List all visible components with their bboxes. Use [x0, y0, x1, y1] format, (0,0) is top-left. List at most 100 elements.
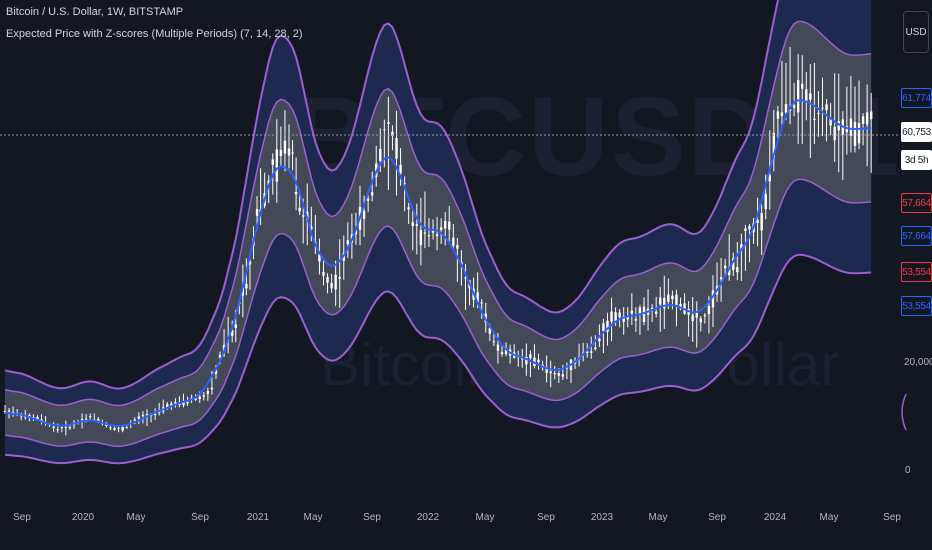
candle-body [557, 373, 560, 376]
candle-body [764, 193, 767, 210]
candle-body [326, 277, 329, 283]
candle-body [594, 347, 597, 350]
candle-body [448, 221, 451, 230]
candle-body [452, 237, 455, 246]
candle-body [56, 429, 59, 431]
candle-body [383, 129, 386, 131]
candle-body [366, 198, 370, 201]
candle-body [857, 123, 861, 144]
candle-body [776, 111, 780, 119]
candle-body [109, 427, 112, 429]
candle-body [675, 294, 678, 306]
candle-body [330, 283, 333, 289]
time-label: 2023 [590, 512, 614, 523]
candle-body [772, 132, 776, 158]
candle-body [84, 418, 88, 420]
candle-body [298, 207, 301, 212]
candle-body [496, 344, 500, 351]
candle-body [768, 175, 771, 182]
candle-body [121, 427, 124, 431]
candle-body [837, 121, 840, 131]
candle-body [549, 371, 552, 374]
candle-body [642, 306, 646, 323]
expected-price-line [4, 99, 872, 427]
candle-body [707, 306, 711, 315]
candle-body [654, 311, 658, 314]
candle-body [813, 118, 816, 121]
candle-body [186, 401, 189, 404]
time-label: 2020 [71, 512, 95, 523]
candle-body [125, 427, 128, 429]
price-tag: 53,554 [901, 296, 932, 316]
time-label: 2021 [246, 512, 270, 523]
time-axis[interactable] [0, 505, 932, 550]
indicator-legend[interactable]: Expected Price with Z-scores (Multiple P… [6, 28, 303, 40]
candle-body [117, 427, 120, 429]
candle-body [36, 416, 39, 420]
candle-body [241, 287, 245, 296]
candle-body [439, 227, 443, 230]
price-tag: 57,664 [901, 226, 932, 246]
candle-body [141, 415, 145, 417]
candle-body [821, 107, 824, 109]
candle-body [732, 258, 735, 270]
candle-body [853, 121, 857, 146]
candle-body [318, 253, 321, 262]
candle-body [145, 414, 149, 416]
candle-body [740, 244, 743, 250]
candle-body [711, 290, 715, 308]
candle-body [322, 271, 325, 276]
candle-body [521, 358, 524, 360]
price-axis-label-0: 0 [905, 465, 911, 476]
price-tag: 60,753 [901, 122, 932, 142]
candle-body [182, 402, 185, 406]
candle-body [387, 122, 390, 124]
candle-body [480, 302, 483, 304]
candle-body [492, 341, 496, 343]
candle-body [399, 164, 402, 174]
time-label: Sep [13, 512, 31, 523]
time-label: May [126, 512, 146, 523]
candle-body [671, 295, 674, 300]
time-label: May [303, 512, 323, 523]
candle-body [679, 304, 682, 309]
candle-body [245, 283, 248, 289]
candle-body [618, 312, 621, 318]
time-label: Sep [363, 512, 381, 523]
symbol-legend[interactable]: Bitcoin / U.S. Dollar, 1W, BITSTAMP [6, 6, 184, 18]
candle-body [60, 427, 63, 429]
price-chart[interactable] [0, 0, 900, 505]
candle-body [287, 148, 291, 156]
candle-body [780, 112, 784, 117]
price-axis[interactable] [900, 0, 932, 505]
candle-body [833, 126, 836, 141]
candle-body [68, 427, 72, 429]
candle-body [275, 149, 279, 182]
candle-body [415, 224, 418, 226]
candle-body [748, 226, 751, 230]
candle-body [598, 338, 601, 342]
candle-body [760, 213, 763, 231]
price-tag: 61,774 [901, 88, 932, 108]
time-label: 2024 [763, 512, 787, 523]
candle-body [545, 367, 548, 374]
candle-body [801, 83, 804, 89]
candle-body [590, 351, 593, 353]
candle-body [89, 416, 92, 418]
candle-body [291, 152, 294, 154]
candle-body [537, 359, 540, 363]
candle-body [310, 226, 313, 230]
currency-button[interactable]: USD [903, 11, 929, 53]
candle-body [606, 320, 609, 332]
chart-area[interactable]: BTCUSD, 1W Bitcoin / U.S. Dollar Bitcoin… [0, 0, 900, 505]
candle-body [667, 294, 670, 302]
candle-body [64, 426, 68, 428]
candle-body [255, 209, 259, 216]
time-label: 2022 [416, 512, 440, 523]
candle-body [784, 104, 788, 113]
candle-body [302, 215, 305, 217]
candle-body [52, 426, 55, 428]
candle-body [553, 373, 556, 375]
candle-body [391, 131, 394, 136]
candle-body [788, 109, 792, 111]
